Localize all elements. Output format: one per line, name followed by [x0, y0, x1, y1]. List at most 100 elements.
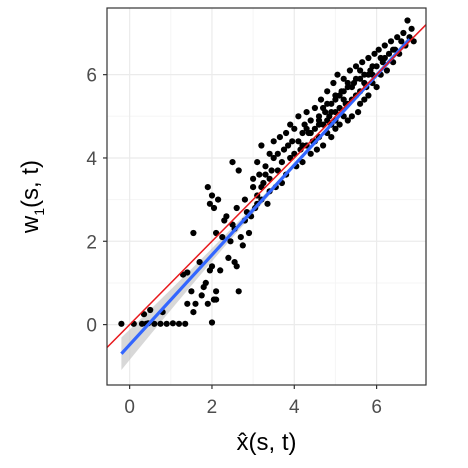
data-point	[334, 71, 341, 78]
data-point	[387, 38, 395, 45]
data-point	[307, 129, 314, 137]
data-point	[408, 25, 415, 32]
data-point	[264, 200, 271, 207]
data-point	[213, 288, 220, 295]
x-tick-label: 4	[289, 397, 300, 418]
data-point	[184, 300, 191, 307]
x-axis-title: x̂(s, t)	[237, 429, 297, 456]
data-point	[270, 154, 277, 162]
data-point	[118, 320, 125, 327]
data-point	[336, 121, 343, 128]
panel-border	[106, 7, 427, 386]
data-point	[190, 229, 197, 237]
data-point	[169, 320, 176, 327]
data-point	[208, 263, 216, 270]
data-point	[352, 63, 360, 70]
data-point	[357, 67, 364, 74]
data-point	[357, 100, 364, 107]
data-point	[365, 92, 372, 99]
data-point	[274, 150, 281, 157]
x-tick-label: 2	[207, 397, 218, 418]
data-point	[208, 319, 216, 326]
data-point	[311, 104, 318, 112]
data-point	[299, 159, 306, 166]
data-point	[307, 117, 314, 124]
data-point	[324, 100, 331, 107]
y-tick-label: 0	[86, 316, 97, 337]
data-point	[227, 238, 234, 245]
data-point	[254, 159, 261, 166]
data-point	[398, 38, 405, 45]
data-point	[204, 300, 211, 307]
data-point	[258, 142, 265, 149]
data-point	[278, 159, 285, 166]
data-point	[147, 306, 154, 314]
x-tick-label: 6	[371, 397, 382, 418]
data-point	[381, 54, 388, 62]
data-point	[250, 175, 257, 182]
data-point	[332, 96, 339, 103]
data-point	[303, 125, 310, 132]
data-point	[202, 279, 209, 286]
data-point	[320, 104, 327, 112]
data-point	[241, 196, 248, 203]
data-point	[163, 320, 170, 327]
data-point	[233, 204, 240, 212]
data-point	[151, 320, 158, 327]
data-point	[313, 146, 320, 153]
data-point	[348, 113, 355, 120]
data-point	[400, 29, 407, 37]
x-tick-label: 0	[124, 397, 135, 418]
data-point	[289, 138, 296, 145]
data-point	[390, 46, 397, 53]
data-point	[182, 320, 189, 327]
data-point	[157, 320, 164, 327]
data-point	[381, 42, 388, 49]
data-point	[295, 113, 302, 120]
data-point	[287, 121, 294, 128]
identity-reference-line	[106, 24, 427, 349]
data-point	[276, 134, 283, 141]
data-point	[332, 125, 339, 132]
data-point	[371, 50, 378, 57]
data-point	[208, 192, 216, 199]
data-point	[394, 34, 401, 41]
data-point	[190, 309, 197, 316]
y-tick-label: 2	[86, 232, 97, 253]
data-point	[210, 296, 218, 303]
data-point	[198, 292, 205, 299]
data-point	[215, 196, 222, 203]
data-point	[340, 96, 347, 103]
data-point	[383, 67, 390, 74]
data-point	[324, 88, 331, 95]
y-axis-ticks: 0 2 4 6	[86, 66, 107, 337]
data-point	[204, 184, 211, 191]
data-point	[317, 96, 325, 103]
data-point	[210, 204, 218, 212]
y-axis-title-subscript: 1	[31, 208, 47, 216]
data-point	[346, 67, 353, 74]
data-point	[373, 84, 380, 91]
data-point	[303, 109, 310, 116]
data-point	[256, 171, 263, 178]
data-point	[262, 163, 269, 170]
data-point	[359, 59, 366, 66]
data-point	[355, 109, 362, 116]
data-point	[410, 38, 417, 45]
data-point	[344, 79, 351, 87]
data-point	[291, 125, 298, 132]
data-point	[307, 150, 314, 157]
data-point	[235, 167, 242, 174]
data-point	[352, 75, 360, 82]
y-tick-label: 4	[86, 149, 97, 170]
data-point	[285, 142, 292, 149]
data-point	[295, 138, 302, 145]
data-point	[330, 79, 337, 87]
data-point	[336, 92, 343, 99]
data-point	[184, 269, 191, 276]
data-point	[223, 213, 230, 220]
data-point	[404, 17, 411, 24]
data-point	[237, 234, 244, 241]
data-point	[315, 121, 323, 128]
